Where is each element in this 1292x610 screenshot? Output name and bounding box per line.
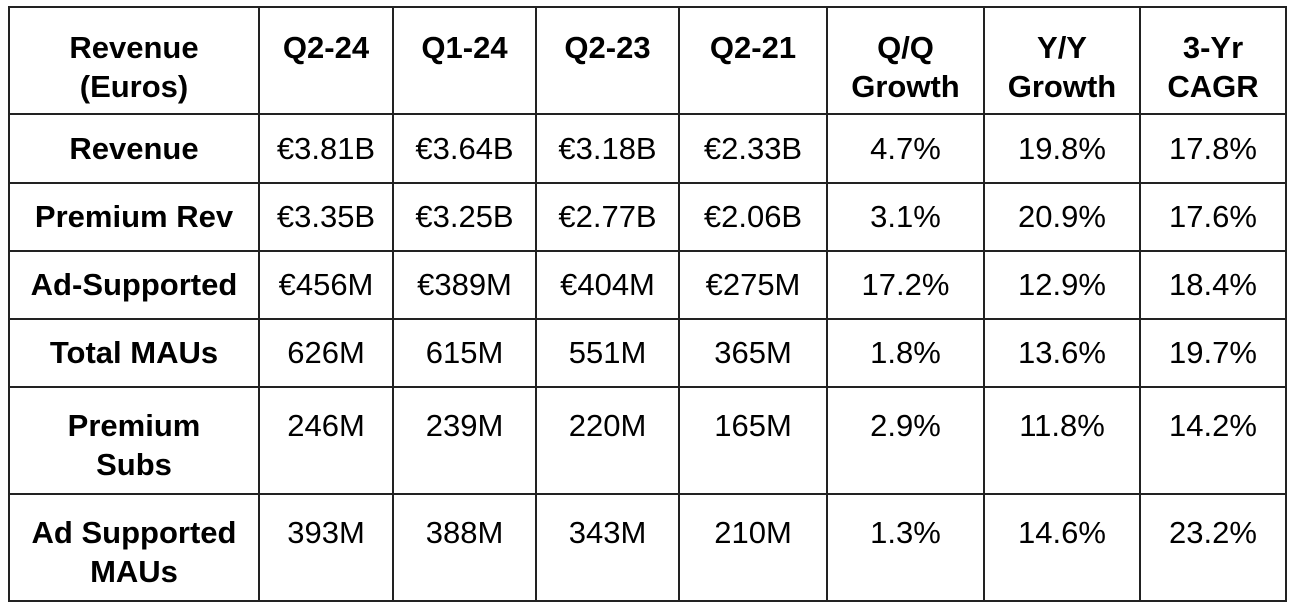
table-cell: 19.7% (1139, 318, 1287, 388)
table-cell: 4.7% (826, 113, 985, 184)
header-label-line-1: Revenue (Euros) (69, 30, 199, 105)
row-label: Total MAUs (8, 318, 260, 388)
header-cell-q2-21: Q2-21 (678, 6, 828, 115)
table-cell: 13.6% (983, 318, 1141, 388)
table-cell: €404M (535, 250, 680, 320)
row-label: Ad-Supported (8, 250, 260, 320)
table-cell: 14.6% (983, 493, 1141, 602)
table-cell: 626M (258, 318, 394, 388)
header-cell-label: Revenue (Euros) (8, 6, 260, 115)
table-cell: €3.35B (258, 182, 394, 252)
row-label: Ad Supported MAUs (8, 493, 260, 602)
table-cell: €2.33B (678, 113, 828, 184)
table-row-ad-supported-maus: Ad Supported MAUs 393M 388M 343M 210M 1.… (8, 493, 1287, 602)
row-label: Premium Rev (8, 182, 260, 252)
table-cell: 210M (678, 493, 828, 602)
table-cell: 220M (535, 386, 680, 495)
table-cell: 239M (392, 386, 537, 495)
table-cell: €3.25B (392, 182, 537, 252)
table-cell: 17.2% (826, 250, 985, 320)
revenue-metrics-table: Revenue (Euros) Q2-24 Q1-24 Q2-23 Q2-21 … (8, 6, 1287, 602)
table-cell: 12.9% (983, 250, 1141, 320)
table-cell: €389M (392, 250, 537, 320)
table-cell: 14.2% (1139, 386, 1287, 495)
table-cell: 393M (258, 493, 394, 602)
table-cell: 165M (678, 386, 828, 495)
table-cell: 23.2% (1139, 493, 1287, 602)
table-cell: €275M (678, 250, 828, 320)
table-cell: €3.18B (535, 113, 680, 184)
header-cell-q1-24: Q1-24 (392, 6, 537, 115)
table-cell: 343M (535, 493, 680, 602)
table-cell: €2.06B (678, 182, 828, 252)
table-cell: 18.4% (1139, 250, 1287, 320)
table-cell: 11.8% (983, 386, 1141, 495)
table-row-total-maus: Total MAUs 626M 615M 551M 365M 1.8% 13.6… (8, 318, 1287, 388)
header-cell-qq-growth: Q/Q Growth (826, 6, 985, 115)
header-cell-yy-growth: Y/Y Growth (983, 6, 1141, 115)
table-cell: €3.64B (392, 113, 537, 184)
table-cell: 551M (535, 318, 680, 388)
table-cell: €3.81B (258, 113, 394, 184)
table-row-revenue: Revenue €3.81B €3.64B €3.18B €2.33B 4.7%… (8, 113, 1287, 184)
table-row-ad-supported: Ad-Supported €456M €389M €404M €275M 17.… (8, 250, 1287, 320)
table-cell: 20.9% (983, 182, 1141, 252)
row-label: Premium Subs (8, 386, 260, 495)
table-cell: 1.8% (826, 318, 985, 388)
table-cell: 246M (258, 386, 394, 495)
header-cell-3yr-cagr: 3-Yr CAGR (1139, 6, 1287, 115)
table-cell: €2.77B (535, 182, 680, 252)
header-row: Revenue (Euros) Q2-24 Q1-24 Q2-23 Q2-21 … (8, 6, 1287, 115)
row-label: Revenue (8, 113, 260, 184)
table-row-premium-rev: Premium Rev €3.35B €3.25B €2.77B €2.06B … (8, 182, 1287, 252)
table-row-premium-subs: Premium Subs 246M 239M 220M 165M 2.9% 11… (8, 386, 1287, 495)
table-cell: 19.8% (983, 113, 1141, 184)
table-cell: 1.3% (826, 493, 985, 602)
header-cell-q2-24: Q2-24 (258, 6, 394, 115)
table-cell: 17.6% (1139, 182, 1287, 252)
table-cell: 17.8% (1139, 113, 1287, 184)
table-cell: 388M (392, 493, 537, 602)
table-cell: 615M (392, 318, 537, 388)
table-cell: 2.9% (826, 386, 985, 495)
table-cell: €456M (258, 250, 394, 320)
header-cell-q2-23: Q2-23 (535, 6, 680, 115)
table-cell: 365M (678, 318, 828, 388)
table-cell: 3.1% (826, 182, 985, 252)
